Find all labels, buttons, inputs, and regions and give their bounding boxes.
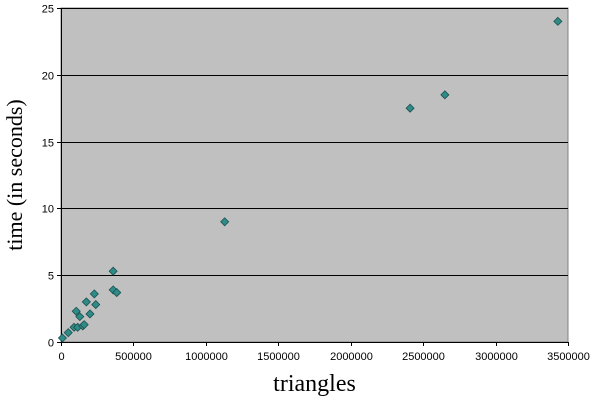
x-tick-label: 2000000 xyxy=(330,351,373,363)
x-tick-label: 2500000 xyxy=(402,351,445,363)
data-point xyxy=(553,16,563,26)
y-tick-label: 20 xyxy=(42,71,54,83)
data-point xyxy=(81,297,91,307)
data-point xyxy=(57,333,68,343)
data-point xyxy=(85,309,95,319)
x-tick-label: 1000000 xyxy=(185,351,228,363)
y-axis-title: time (in seconds) xyxy=(2,99,27,251)
data-points xyxy=(57,16,563,343)
gridlines xyxy=(61,8,568,276)
data-point xyxy=(79,320,89,330)
axes xyxy=(57,8,569,346)
x-axis-title: triangles xyxy=(273,371,356,397)
data-point xyxy=(108,266,118,276)
data-point xyxy=(220,217,230,227)
tick-labels: 0 5 10 15 20 25 0 500000 1000000 1500000 2000000 25… xyxy=(42,4,590,364)
y-tick-label: 5 xyxy=(48,271,54,283)
y-tick-label: 10 xyxy=(42,204,54,216)
data-point xyxy=(405,103,415,113)
data-point xyxy=(89,289,99,299)
data-point xyxy=(63,328,73,338)
x-tick-label: 500000 xyxy=(115,351,152,363)
x-tick-label: 3000000 xyxy=(475,351,518,363)
x-tick-label: 1500000 xyxy=(257,351,300,363)
y-tick-label: 15 xyxy=(42,138,54,150)
y-tick-label: 0 xyxy=(48,338,54,350)
y-tick-label: 25 xyxy=(42,4,54,16)
x-tick-label: 3500000 xyxy=(547,351,590,363)
x-tick-label: 0 xyxy=(58,351,64,363)
data-point xyxy=(75,312,85,322)
data-point xyxy=(440,90,450,100)
plot-area xyxy=(60,7,569,343)
data-point xyxy=(91,300,101,310)
data-point xyxy=(71,306,81,316)
data-point xyxy=(112,288,122,298)
